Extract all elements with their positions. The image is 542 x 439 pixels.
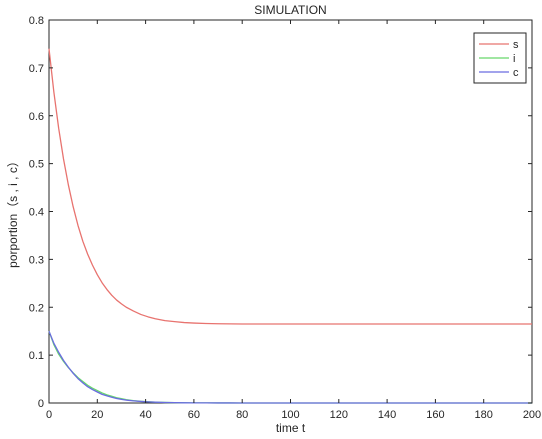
legend: sic	[473, 32, 527, 84]
y-tick-label: 0.6	[29, 111, 44, 123]
series-line-s	[48, 48, 532, 325]
y-tick-label: 0.2	[29, 302, 44, 314]
x-tick-label: 80	[236, 409, 248, 421]
y-axis-ticks: 0 0.1 0.2 0.3 0.4 0.5 0.6 0.7 0.8	[29, 15, 532, 410]
plot-area-frame	[48, 19, 533, 404]
x-axis-label: time t	[276, 421, 306, 435]
legend-label-c: c	[513, 67, 519, 79]
y-tick-label: 0.1	[29, 350, 44, 362]
series-layer	[48, 48, 532, 404]
x-tick-label: 60	[188, 409, 200, 421]
legend-label-i: i	[513, 53, 515, 65]
x-tick-label: 0	[46, 409, 52, 421]
y-tick-label: 0.4	[29, 207, 44, 219]
y-tick-label: 0.5	[29, 159, 44, 171]
x-tick-label: 200	[523, 409, 541, 421]
x-tick-label: 140	[378, 409, 396, 421]
y-axis-label: porportion（s , i , c）	[6, 155, 20, 268]
x-tick-label: 180	[475, 409, 493, 421]
series-line-c	[48, 330, 532, 404]
legend-label-s: s	[513, 39, 519, 51]
x-tick-label: 40	[139, 409, 151, 421]
x-tick-label: 20	[91, 409, 103, 421]
x-tick-label: 120	[330, 409, 348, 421]
x-tick-label: 100	[281, 409, 299, 421]
chart-title: SIMULATION	[254, 3, 326, 17]
y-tick-label: 0	[38, 398, 44, 410]
x-tick-label: 160	[426, 409, 444, 421]
y-tick-label: 0.8	[29, 15, 44, 27]
y-tick-label: 0.7	[29, 63, 44, 75]
y-tick-label: 0.3	[29, 254, 44, 266]
x-axis-ticks: 0 20 40 60 80 100 120 140 160 180 200	[46, 20, 541, 421]
